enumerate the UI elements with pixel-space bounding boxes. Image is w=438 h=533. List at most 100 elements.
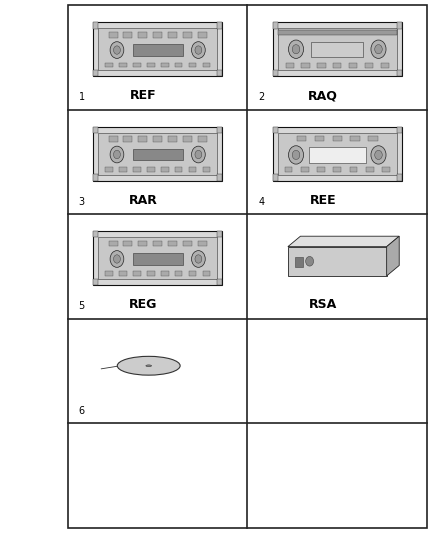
Text: 6: 6 bbox=[79, 406, 85, 416]
Bar bbox=[133, 62, 141, 67]
Bar bbox=[309, 147, 366, 163]
Bar bbox=[272, 22, 278, 29]
Ellipse shape bbox=[146, 365, 152, 367]
Circle shape bbox=[195, 46, 202, 54]
Bar bbox=[147, 62, 155, 67]
Bar bbox=[183, 31, 192, 37]
Bar bbox=[396, 22, 402, 29]
Bar bbox=[138, 31, 147, 37]
Text: RSA: RSA bbox=[309, 298, 337, 311]
Circle shape bbox=[113, 46, 120, 54]
Bar bbox=[349, 62, 357, 68]
Bar bbox=[333, 62, 342, 68]
Bar bbox=[272, 22, 402, 76]
Bar bbox=[301, 62, 310, 68]
Bar bbox=[93, 126, 99, 133]
Circle shape bbox=[306, 256, 314, 266]
Bar bbox=[286, 62, 294, 68]
Bar bbox=[133, 149, 183, 160]
Text: RAQ: RAQ bbox=[308, 90, 338, 102]
Bar bbox=[317, 167, 325, 172]
Bar bbox=[124, 31, 132, 37]
Bar bbox=[93, 126, 223, 181]
Bar bbox=[109, 240, 117, 246]
Text: RAR: RAR bbox=[129, 194, 158, 207]
Bar bbox=[272, 126, 278, 133]
Bar bbox=[133, 44, 183, 56]
Bar bbox=[396, 126, 402, 133]
Bar bbox=[368, 136, 378, 141]
Bar bbox=[168, 31, 177, 37]
Bar bbox=[168, 240, 177, 246]
Text: 1: 1 bbox=[79, 93, 85, 102]
Bar bbox=[183, 240, 192, 246]
Bar bbox=[153, 136, 162, 142]
Bar bbox=[189, 271, 196, 276]
Bar bbox=[119, 167, 127, 172]
Bar bbox=[109, 136, 117, 142]
Bar bbox=[93, 174, 99, 181]
Bar bbox=[93, 279, 99, 285]
Circle shape bbox=[371, 146, 386, 164]
Bar bbox=[138, 240, 147, 246]
Circle shape bbox=[191, 42, 205, 59]
Bar bbox=[183, 136, 192, 142]
Circle shape bbox=[375, 150, 382, 159]
Text: 5: 5 bbox=[79, 302, 85, 311]
Bar bbox=[189, 62, 196, 67]
Circle shape bbox=[195, 255, 202, 263]
Bar bbox=[278, 30, 397, 35]
Text: REF: REF bbox=[130, 90, 157, 102]
Bar bbox=[138, 136, 147, 142]
Bar bbox=[203, 271, 210, 276]
Circle shape bbox=[191, 251, 205, 268]
Bar bbox=[168, 136, 177, 142]
Bar bbox=[161, 167, 169, 172]
Circle shape bbox=[292, 150, 300, 159]
Bar bbox=[93, 231, 223, 285]
Bar bbox=[105, 62, 113, 67]
Bar bbox=[175, 167, 183, 172]
Bar bbox=[272, 70, 278, 76]
Bar bbox=[124, 240, 132, 246]
Ellipse shape bbox=[117, 357, 180, 375]
Circle shape bbox=[292, 45, 300, 54]
Bar bbox=[381, 62, 389, 68]
Bar bbox=[382, 167, 390, 172]
Bar bbox=[203, 62, 210, 67]
Circle shape bbox=[195, 150, 202, 159]
Bar bbox=[278, 28, 397, 70]
Circle shape bbox=[191, 146, 205, 163]
Bar bbox=[98, 237, 217, 279]
Bar bbox=[217, 126, 223, 133]
Bar bbox=[153, 240, 162, 246]
Bar bbox=[133, 271, 141, 276]
Bar bbox=[189, 167, 196, 172]
Bar bbox=[396, 174, 402, 181]
Bar bbox=[285, 167, 292, 172]
Bar bbox=[98, 28, 217, 70]
Polygon shape bbox=[288, 247, 387, 276]
Bar bbox=[301, 167, 309, 172]
Circle shape bbox=[113, 150, 120, 159]
Bar bbox=[161, 271, 169, 276]
Bar bbox=[272, 126, 402, 181]
Bar bbox=[93, 22, 223, 76]
Bar bbox=[175, 62, 183, 67]
Bar bbox=[93, 22, 99, 29]
Bar bbox=[175, 271, 183, 276]
Bar bbox=[124, 136, 132, 142]
Bar bbox=[203, 167, 210, 172]
Text: REG: REG bbox=[129, 298, 158, 311]
Bar bbox=[217, 70, 223, 76]
Bar bbox=[272, 174, 278, 181]
Bar bbox=[147, 167, 155, 172]
Circle shape bbox=[110, 251, 124, 268]
Bar bbox=[332, 136, 342, 141]
Bar bbox=[217, 231, 223, 238]
Polygon shape bbox=[387, 236, 399, 276]
Text: 3: 3 bbox=[79, 197, 85, 207]
Bar bbox=[105, 167, 113, 172]
Bar bbox=[350, 136, 360, 141]
Bar bbox=[311, 42, 364, 56]
